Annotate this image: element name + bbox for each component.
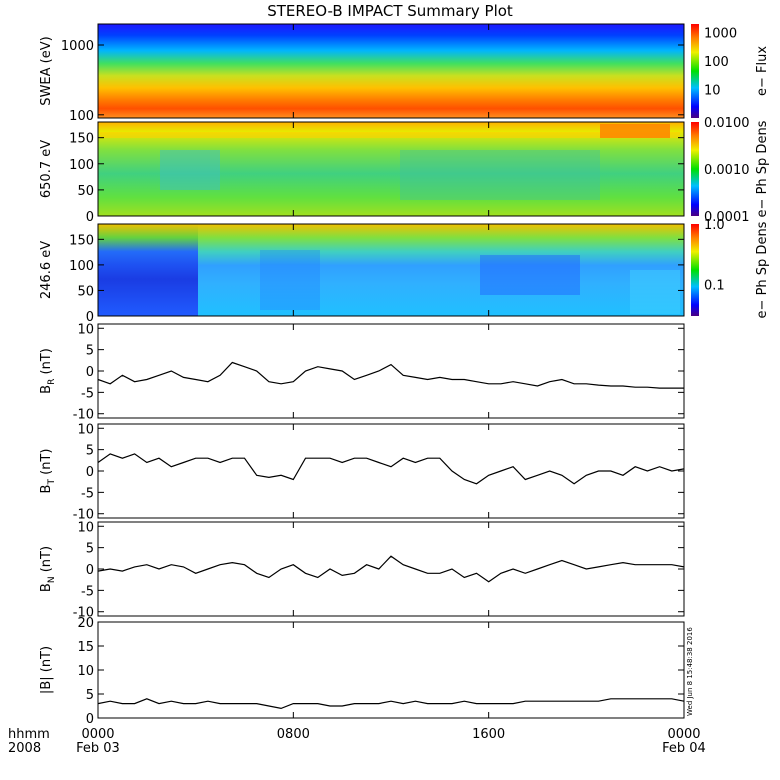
- series-line: [97, 698, 685, 710]
- x-tick-label: 1600: [472, 727, 505, 742]
- y-tick-label: 10: [77, 520, 94, 535]
- hhmm-label: hhmm: [8, 727, 50, 742]
- y-tick-label: 5: [86, 444, 94, 459]
- colorbar-label: e− Ph Sp Dens: [755, 120, 770, 217]
- y-tick-label: 1000: [61, 39, 94, 54]
- y-tick-label: 100: [69, 158, 94, 173]
- start-date-label: Feb 03: [76, 741, 120, 756]
- y-tick-label: 5: [86, 542, 94, 557]
- timestamp-label: Wed Jun 8 15:48:38 2016: [686, 627, 694, 716]
- colorbar-tick-label: 0.0100: [704, 116, 750, 131]
- y-tick-label: -5: [81, 584, 94, 599]
- y-axis-label: BN (nT): [39, 546, 57, 592]
- y-tick-label: 10: [77, 664, 94, 679]
- series-line: [97, 361, 684, 389]
- y-tick-label: 20: [77, 616, 94, 631]
- y-axis-label: SWEA (eV): [39, 36, 54, 105]
- y-axis-label: BT (nT): [39, 449, 57, 494]
- colorbar-flux: [691, 24, 699, 118]
- panel-br-frame: [97, 323, 685, 419]
- colorbar-psd-650: [691, 122, 699, 216]
- y-tick-label: -10: [73, 508, 94, 523]
- x-tick-label: 0000: [667, 727, 700, 742]
- series-line: [97, 555, 685, 583]
- colorbar-tick-label: 0.0001: [704, 210, 750, 225]
- panel-frame: [97, 121, 685, 217]
- colorbar-tick-label: 0.0010: [704, 163, 750, 178]
- y-tick-label: 50: [77, 184, 94, 199]
- y-tick-label: 0: [86, 712, 94, 727]
- y-tick-label: -10: [73, 408, 94, 423]
- y-axis-label: 246.6 eV: [39, 241, 54, 299]
- x-tick-label: 0000: [81, 727, 114, 742]
- colorbar-tick-label: 1000: [704, 27, 737, 42]
- series-line: [97, 453, 685, 485]
- y-axis-label: |B| (nT): [39, 646, 54, 694]
- end-date-label: Feb 04: [662, 741, 706, 756]
- y-tick-label: 0: [86, 563, 94, 578]
- panel-bmag-frame: [97, 621, 685, 719]
- x-tick-label: 0800: [277, 727, 310, 742]
- year-label: 2008: [8, 741, 41, 756]
- y-tick-label: 0: [86, 310, 94, 325]
- colorbar-tick-label: 10: [704, 84, 721, 99]
- y-tick-label: 10: [77, 322, 94, 337]
- panel-frame: [97, 23, 685, 119]
- panel-650: [97, 121, 685, 217]
- y-tick-label: 100: [69, 259, 94, 274]
- colorbar-tick-label: 0.1: [704, 278, 725, 293]
- y-tick-label: 150: [69, 233, 94, 248]
- panel-246: [97, 223, 685, 317]
- y-tick-label: 0: [86, 465, 94, 480]
- y-axis-label: 650.7 eV: [39, 140, 54, 198]
- y-tick-label: 5: [86, 344, 94, 359]
- y-tick-label: -10: [73, 606, 94, 621]
- colorbar-psd-246: [691, 224, 699, 316]
- panel-bn-frame: [97, 521, 685, 617]
- colorbar-label: e− Flux: [755, 46, 770, 96]
- y-tick-label: -5: [81, 386, 94, 401]
- y-tick-label: 10: [77, 422, 94, 437]
- colorbar-label: e− Ph Sp Dens: [755, 221, 770, 318]
- y-tick-label: 0: [86, 210, 94, 225]
- plot-title: STEREO-B IMPACT Summary Plot: [267, 2, 513, 20]
- y-tick-label: 0: [86, 365, 94, 380]
- swea-spectrogram: [98, 24, 684, 118]
- y-tick-label: 15: [77, 640, 94, 655]
- y-tick-label: 5: [86, 688, 94, 703]
- y-tick-label: 50: [77, 284, 94, 299]
- y-tick-label: 150: [69, 132, 94, 147]
- y-tick-label: -5: [81, 486, 94, 501]
- y-axis-label: BR (nT): [39, 348, 57, 394]
- y-tick-label: 100: [69, 109, 94, 124]
- panel-frame: [97, 223, 685, 317]
- colorbar-tick-label: 100: [704, 55, 729, 70]
- colorbar-tick-label: 1.0: [704, 218, 725, 233]
- panel-swea: [97, 23, 685, 119]
- panel-bt-frame: [97, 423, 685, 519]
